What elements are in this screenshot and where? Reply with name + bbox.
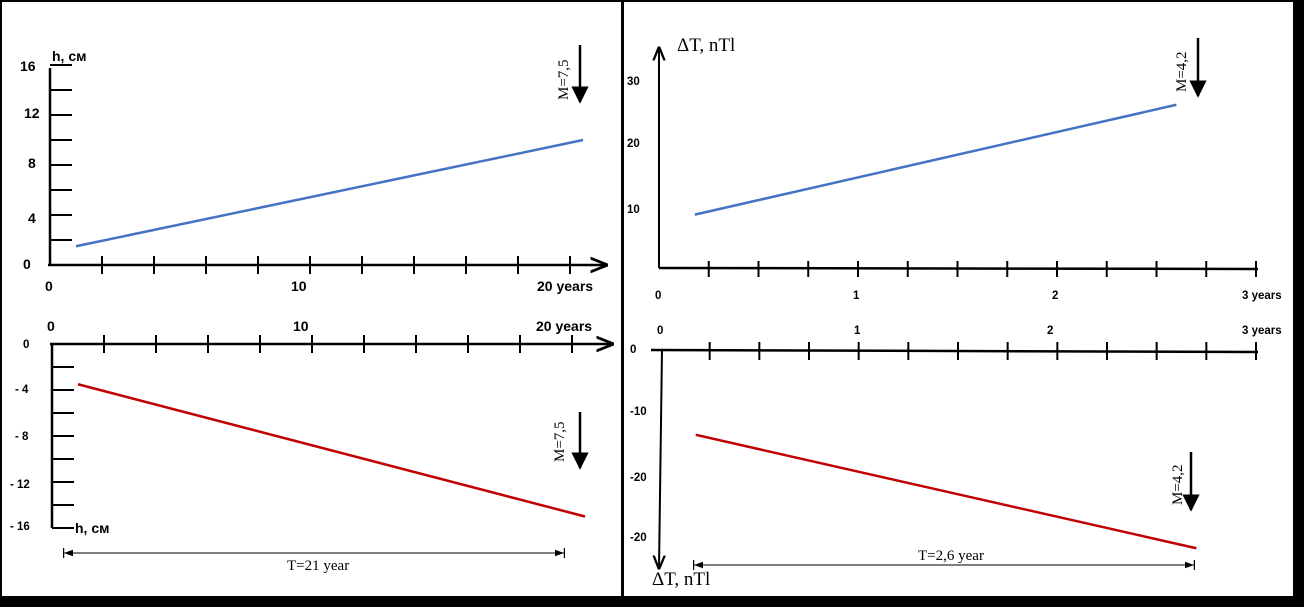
y-tick-label: 8 (28, 155, 36, 171)
chart-dT-fall: 0 1 2 3 years 0 -10 -20 -20 ΔT, nTl M=4,… (630, 325, 1282, 590)
y-tick-label: -20 (630, 532, 647, 544)
y-tick-label: 16 (20, 58, 36, 74)
y-tick-label: - 8 (15, 431, 29, 443)
x-tick-label: 0 (45, 278, 53, 294)
y-tick-label: 0 (630, 344, 636, 356)
x-tick-label: 0 (47, 318, 55, 334)
magnitude-label: M=4,2 (1174, 51, 1190, 92)
period-label: T=21 year (287, 558, 349, 574)
y-tick-label: -10 (630, 406, 647, 418)
period-label: T=2,6 year (918, 548, 984, 564)
y-tick-label: - 4 (15, 384, 29, 396)
magnitude-label: M=4,2 (1170, 464, 1186, 505)
series-line-h-fall (77, 383, 586, 518)
x-tick-label: 1 (854, 325, 861, 337)
y-axis-label: h, см (52, 48, 86, 64)
y-axis-label: ΔT, nTl (652, 569, 710, 590)
y-axis-label: h, см (75, 520, 109, 536)
y-tick-label: -20 (630, 472, 647, 484)
x-tick-label: 0 (657, 325, 663, 337)
series-line-dT-fall (695, 433, 1197, 550)
x-tick-label: 3 years (1242, 290, 1282, 302)
x-tick-label: 10 (291, 278, 307, 294)
y-tick-label: 0 (23, 256, 31, 272)
series-line-dT-rise (694, 103, 1177, 216)
y-tick-label: - 16 (10, 521, 30, 533)
y-tick-label: - 12 (10, 479, 30, 491)
x-tick-label: 20 years (537, 278, 593, 294)
x-tick-label: 10 (293, 318, 309, 334)
chart-dT-rise: 0 1 2 3 years 10 20 30 ΔT, nTl M=4,2 (627, 35, 1282, 302)
y-tick-label: 12 (24, 105, 40, 121)
y-axis (659, 349, 662, 568)
x-tick-label: 20 years (536, 318, 592, 334)
series-line-h-rise (75, 138, 584, 248)
x-tick-label: 3 years (1242, 325, 1282, 337)
right-panel (624, 2, 1293, 596)
y-tick-label: 4 (28, 210, 36, 226)
x-tick-label: 2 (1047, 325, 1053, 337)
chart-h-rise: 0 10 20 years 0 4 8 12 16 h, см M=7,5 (20, 45, 606, 294)
y-tick-label: 30 (627, 76, 640, 88)
magnitude-label: M=7,5 (556, 59, 572, 100)
chart-h-fall: 0 10 20 years 0 - 4 - 8 - 12 - 16 h, см … (10, 318, 612, 574)
y-tick-label: 0 (23, 339, 29, 351)
x-tick-label: 2 (1052, 290, 1058, 302)
left-panel (2, 2, 621, 596)
x-tick-label: 0 (655, 290, 661, 302)
y-tick-label: 10 (627, 204, 640, 216)
magnitude-label: M=7,5 (552, 421, 568, 462)
x-tick-label: 1 (853, 290, 860, 302)
y-axis-label: ΔT, nTl (677, 35, 735, 56)
y-tick-label: 20 (627, 138, 640, 150)
